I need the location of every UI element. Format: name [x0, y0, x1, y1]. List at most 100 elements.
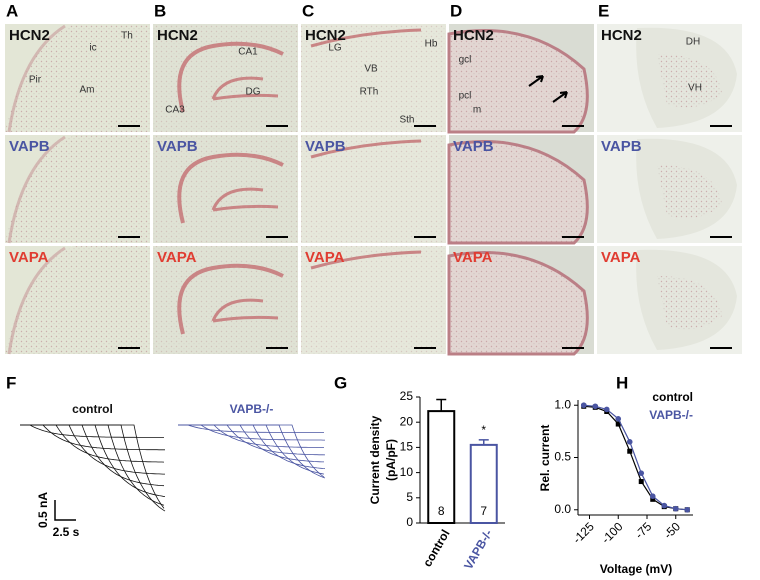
spinal-dots: [657, 276, 722, 330]
panel-letter: G: [334, 373, 347, 392]
x-axis-label: Voltage (mV): [600, 562, 672, 576]
data-point: [650, 496, 656, 502]
data-point: [615, 416, 622, 422]
dentate: [211, 298, 279, 323]
region-label: Th: [121, 31, 133, 42]
spinal-dots: [657, 165, 722, 219]
trace: [178, 424, 326, 479]
row-label: VAPB: [601, 138, 642, 155]
tissue: [447, 135, 594, 245]
tissue: [447, 246, 594, 356]
bar: [469, 443, 498, 525]
data-point: [592, 403, 599, 410]
region-label: m: [473, 105, 481, 116]
arrows: [528, 75, 568, 103]
arrow: [552, 91, 568, 103]
row-label: VAPA: [157, 249, 197, 266]
data-point: [649, 493, 656, 499]
panel-letter: F: [6, 373, 16, 392]
tissue-dots: [153, 246, 298, 354]
data-point: [627, 448, 633, 454]
tissue: [5, 24, 150, 133]
x-tick-label: VAPB-/-: [461, 527, 495, 572]
hippocampus: [177, 152, 284, 224]
data-point: [672, 505, 679, 512]
y-tick-label: 25: [400, 389, 414, 403]
y-axis-label: Rel. current: [538, 425, 552, 492]
micrograph-grid: A HCN2 VAPB VAPA Th ic Pir Am B HCN2 VAPB VAPA CA1 DG…: [5, 1, 742, 356]
region-label: VH: [688, 83, 702, 94]
row-label: VAPB: [453, 138, 494, 155]
hippocampus: [177, 41, 284, 113]
region-label: Sth: [399, 115, 414, 126]
region-label: Pir: [29, 75, 42, 86]
scale-bar: [54, 500, 76, 521]
row-label: VAPA: [601, 249, 641, 266]
y-tick-label: 15: [400, 440, 414, 454]
region-label: RTh: [360, 87, 379, 98]
tissue: [597, 24, 742, 132]
trace: [20, 424, 166, 497]
spinal-dots: [657, 54, 722, 108]
panel-letter: D: [450, 1, 462, 20]
data-point: [638, 470, 645, 476]
trace: [20, 424, 166, 512]
region-label: LG: [328, 43, 342, 54]
legend-entry: control: [652, 390, 693, 404]
tissue-edge: [7, 24, 66, 133]
x-tick-label: -125: [570, 519, 597, 546]
tissue: [597, 246, 742, 354]
lobule-dots: [449, 30, 588, 133]
y-tick-label: 0: [406, 515, 413, 529]
panel-letter: B: [154, 1, 166, 20]
tissue: [5, 246, 150, 355]
tissue-band: [310, 139, 422, 159]
trace: [20, 424, 165, 506]
data-point: [615, 421, 621, 427]
row-label: VAPA: [305, 249, 345, 266]
trace: [20, 424, 165, 475]
tissue: [153, 24, 298, 132]
n-label: 7: [480, 504, 487, 518]
trace-title: control: [72, 402, 113, 416]
data-point: [684, 506, 691, 513]
row-label: VAPB: [305, 138, 346, 155]
data-point: [603, 406, 610, 413]
region-label: VB: [364, 64, 378, 75]
y-tick-label: 1.0: [554, 397, 571, 411]
panel-letter: C: [302, 1, 314, 20]
y-axis-label: Current density: [368, 415, 382, 504]
y-tick-label: 5: [406, 490, 413, 504]
row-label: HCN2: [453, 27, 494, 44]
trace: [178, 424, 324, 433]
region-label: gcl: [459, 55, 472, 66]
data-point: [580, 402, 587, 409]
dentate: [211, 187, 279, 212]
row-label: HCN2: [157, 27, 198, 44]
n-label: 8: [438, 504, 445, 518]
trace: [20, 424, 164, 438]
tissue-edge: [7, 135, 66, 244]
fit-line: [583, 404, 688, 511]
data-point: [638, 479, 644, 485]
trace: [178, 424, 325, 441]
trace: [178, 424, 326, 456]
trace: [20, 424, 165, 463]
tissue: [447, 24, 594, 134]
lobule-dots: [449, 141, 588, 243]
tissue: [5, 135, 150, 244]
row-label: HCN2: [601, 27, 642, 44]
lobule-dots: [449, 252, 588, 354]
region-label: ic: [89, 43, 96, 54]
tissue: [301, 24, 446, 132]
row-label: VAPA: [453, 249, 493, 266]
scale-label: 0.5 nA: [36, 492, 50, 528]
tissue-dots: [153, 24, 298, 132]
trace: [178, 424, 324, 463]
data-point: [626, 439, 633, 445]
region-label: Am: [80, 85, 95, 96]
tissue-band: [310, 250, 422, 270]
y-tick-label: 0.0: [554, 502, 571, 516]
trace: [178, 424, 325, 475]
